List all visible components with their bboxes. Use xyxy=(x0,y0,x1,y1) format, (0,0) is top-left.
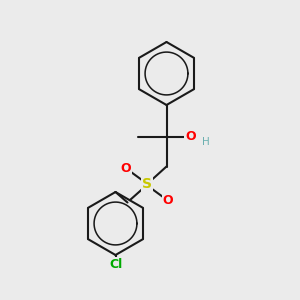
Text: S: S xyxy=(142,178,152,191)
Text: Cl: Cl xyxy=(109,257,122,271)
Text: O: O xyxy=(163,194,173,208)
Text: O: O xyxy=(185,130,196,143)
Text: H: H xyxy=(202,137,210,147)
Text: O: O xyxy=(121,161,131,175)
